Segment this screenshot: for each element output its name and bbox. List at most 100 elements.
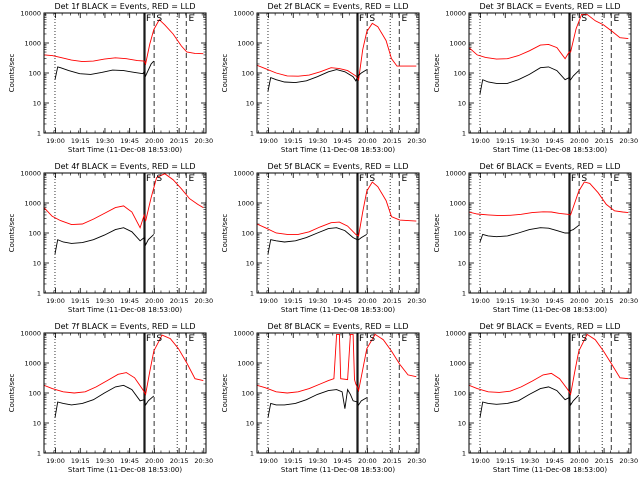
x-axis-label: Start Time (11-Dec-08 18:53:00) [68,146,182,154]
y-axis-label: Counts/sec [433,374,441,413]
marker-label-E: E [614,174,620,184]
panel-title: Det 3f BLACK = Events, RED = LLD [479,2,620,11]
x-tick-label: 19:45 [545,137,564,145]
x-tick-label: 19:15 [496,457,515,465]
x-tick-label: 20:30 [619,457,638,465]
black-series-line-det-9 [479,386,580,418]
y-tick-label: 1000 [449,360,466,368]
y-tick-label: 10 [33,100,41,108]
marker-label-E: E [402,334,408,344]
x-tick-label: 19:45 [333,297,352,305]
plot-frame [43,332,207,454]
x-tick-label: 20:15 [595,457,614,465]
x-tick-label: 20:30 [407,297,426,305]
panel-det-4: Det 4f BLACK = Events, RED = LLD Counts/s… [8,162,213,314]
x-axis-label: Start Time (11-Dec-08 18:53:00) [493,146,607,154]
x-tick-label: 19:15 [496,137,515,145]
x-tick-label: 19:30 [521,297,540,305]
panel-det-7: Det 7f BLACK = Events, RED = LLD Counts/s… [8,322,213,474]
x-tick-label: 20:30 [619,297,638,305]
x-tick-label: 20:00 [358,137,377,145]
y-tick-label: 10000 [233,330,254,338]
y-tick-label: 10 [246,260,254,268]
y-tick-label: 1000 [237,360,254,368]
red-series-line-det-3 [469,13,629,60]
y-tick-label: 10 [33,420,41,428]
y-tick-label: 1000 [449,200,466,208]
x-axis-label: Start Time (11-Dec-08 18:53:00) [68,466,182,474]
black-series-line-det-3 [479,66,580,95]
y-axis-label: Counts/sec [221,374,229,413]
x-tick-label: 19:15 [284,297,303,305]
y-tick-label: 100 [29,70,41,78]
marker-label-E: E [189,174,195,184]
plot-frame [256,332,420,454]
x-axis-label: Start Time (11-Dec-08 18:53:00) [493,306,607,314]
y-tick-label: 10000 [445,170,466,178]
y-axis-label: Counts/sec [8,214,16,253]
x-tick-label: 19:00 [259,457,278,465]
panel-title: Det 2f BLACK = Events, RED = LLD [267,2,408,11]
panel-det-3: Det 3f BLACK = Events, RED = LLD Counts/s… [433,2,638,154]
y-tick-label: 1000 [24,360,41,368]
panel-title: Det 1f BLACK = Events, RED = LLD [54,2,195,11]
x-axis-label: Start Time (11-Dec-08 18:53:00) [281,466,395,474]
marker-label-F: F [359,14,364,24]
y-tick-label: 1000 [24,40,41,48]
y-tick-label: 1 [250,450,254,458]
x-tick-label: 19:15 [496,297,515,305]
x-tick-label: 19:30 [309,297,328,305]
x-tick-label: 19:45 [120,457,139,465]
black-series-line-det-2 [267,69,368,92]
x-tick-label: 19:30 [309,457,328,465]
x-tick-label: 19:45 [545,297,564,305]
marker-label-F: F [571,334,576,344]
x-tick-label: 19:15 [71,297,90,305]
marker-label-F: F [359,174,364,184]
marker-label-S: S [156,14,162,24]
y-tick-label: 10000 [233,10,254,18]
marker-label-S: S [581,334,587,344]
y-axis-label: Counts/sec [221,214,229,253]
x-axis-label: Start Time (11-Dec-08 18:53:00) [281,306,395,314]
marker-label-S: S [369,334,375,344]
y-tick-label: 10000 [20,10,41,18]
y-tick-label: 10 [458,100,466,108]
plot-frame [468,12,632,134]
x-axis-label: Start Time (11-Dec-08 18:53:00) [68,306,182,314]
panel-title: Det 9f BLACK = Events, RED = LLD [479,322,620,331]
x-tick-label: 20:00 [358,297,377,305]
x-tick-label: 19:30 [96,137,115,145]
marker-label-F: F [359,334,364,344]
x-tick-label: 19:15 [71,137,90,145]
x-tick-label: 19:00 [259,297,278,305]
marker-label-E: E [402,14,408,24]
x-tick-label: 19:00 [46,297,65,305]
black-series-line-det-5 [267,227,368,255]
x-tick-label: 20:30 [407,137,426,145]
red-series-line-det-5 [257,181,417,237]
y-tick-label: 100 [29,390,41,398]
y-tick-label: 100 [454,70,466,78]
black-series-line-det-6 [479,224,580,243]
x-tick-label: 20:30 [619,137,638,145]
x-tick-label: 20:30 [407,457,426,465]
y-tick-label: 1 [37,450,41,458]
x-tick-label: 20:15 [383,137,402,145]
y-axis-label: Counts/sec [8,374,16,413]
marker-label-S: S [369,14,375,24]
marker-label-E: E [189,334,195,344]
y-axis-label: Counts/sec [8,54,16,93]
y-tick-label: 1000 [237,200,254,208]
y-tick-label: 10000 [445,330,466,338]
panel-title: Det 7f BLACK = Events, RED = LLD [54,322,195,331]
plot-frame [43,12,207,134]
panel-title: Det 5f BLACK = Events, RED = LLD [267,162,408,171]
y-axis-label: Counts/sec [221,54,229,93]
x-tick-label: 19:00 [46,137,65,145]
x-tick-label: 20:15 [383,297,402,305]
x-tick-label: 20:15 [595,137,614,145]
black-series-line-det-1 [54,60,155,80]
x-axis-label: Start Time (11-Dec-08 18:53:00) [281,146,395,154]
